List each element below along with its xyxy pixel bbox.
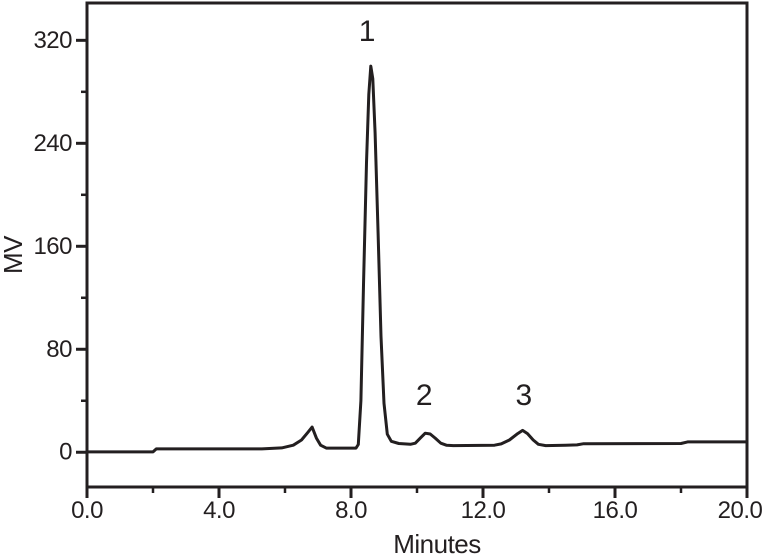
peak-label-2: 2 xyxy=(416,379,432,412)
x-axis-title: Minutes xyxy=(393,529,481,559)
x-tick-label: 8.0 xyxy=(335,497,367,524)
plot-frame xyxy=(85,1,749,489)
peak-label-1: 1 xyxy=(359,15,375,48)
y-axis-title: MV xyxy=(0,235,28,274)
x-tick-label: 12.0 xyxy=(461,497,506,524)
chromatogram-trace xyxy=(85,64,749,454)
x-tick-label: 16.0 xyxy=(593,497,638,524)
x-tick-label: 20.0 xyxy=(718,497,763,524)
y-tick-label: 80 xyxy=(46,336,72,363)
x-tick-label: 4.0 xyxy=(203,497,235,524)
y-tick-label: 0 xyxy=(59,439,72,466)
y-tick-label: 240 xyxy=(33,130,72,157)
y-tick-label: 320 xyxy=(33,27,72,54)
y-tick-label: 160 xyxy=(33,233,72,260)
x-tick-label: 0.0 xyxy=(71,497,103,524)
peak-label-3: 3 xyxy=(515,379,531,412)
